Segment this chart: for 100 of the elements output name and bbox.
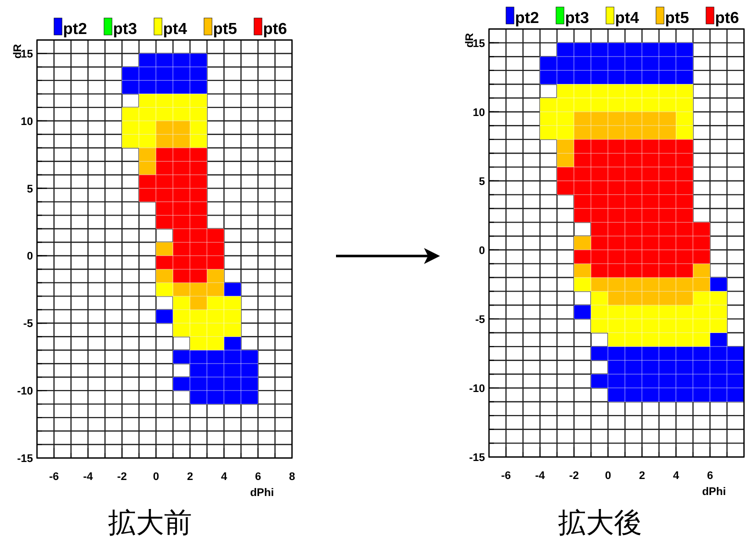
point: [138, 148, 156, 162]
point: [190, 228, 208, 243]
point: [156, 120, 174, 135]
point: [156, 255, 174, 270]
point: [138, 174, 156, 189]
point: [240, 376, 258, 391]
point: [574, 263, 592, 278]
x-tick-label: 6: [254, 471, 262, 483]
y-tick-label: 5: [478, 176, 485, 188]
point: [156, 80, 174, 94]
point: [642, 112, 660, 126]
point: [692, 318, 710, 333]
point: [224, 309, 242, 324]
point: [190, 376, 208, 391]
y-tick-label: -5: [23, 318, 33, 330]
point: [556, 112, 574, 126]
point: [156, 202, 174, 216]
point: [240, 363, 258, 378]
y-tick-label: 15: [472, 38, 485, 50]
text: 拡大後: [558, 506, 642, 539]
legend-label: pt4: [163, 21, 188, 38]
point: [190, 53, 208, 68]
point: [156, 309, 174, 324]
point: [624, 84, 642, 98]
point: [190, 322, 208, 337]
point: [172, 80, 190, 94]
point: [172, 242, 190, 256]
legend-label: pt5: [665, 10, 690, 27]
point: [224, 363, 242, 378]
point: [122, 80, 140, 94]
point: [122, 120, 140, 135]
point: [556, 98, 574, 112]
point: [172, 268, 190, 283]
point: [556, 125, 574, 140]
point: [206, 376, 224, 391]
y-tick-label: 15: [20, 48, 33, 60]
point: [190, 134, 208, 148]
x-tick-label: -4: [83, 471, 94, 483]
point: [206, 309, 224, 324]
point: [608, 98, 626, 112]
x-tick-label: -2: [117, 471, 127, 483]
point: [608, 112, 626, 126]
legend-label: pt6: [263, 21, 288, 38]
point: [172, 134, 190, 148]
point: [608, 318, 626, 333]
point: [190, 242, 208, 256]
point: [138, 94, 156, 108]
point: [642, 332, 660, 347]
point: [540, 98, 558, 112]
point: [658, 84, 676, 98]
point: [574, 98, 592, 112]
point: [172, 53, 190, 68]
point: [172, 66, 190, 81]
point: [156, 94, 174, 108]
point: [156, 268, 174, 283]
point: [574, 236, 592, 250]
point: [172, 309, 190, 324]
point: [190, 296, 208, 310]
point: [190, 363, 208, 378]
point: [574, 125, 592, 140]
point: [190, 107, 208, 122]
point: [122, 107, 140, 122]
point: [710, 318, 728, 333]
point: [224, 350, 242, 364]
point: [590, 84, 608, 98]
point: [608, 332, 626, 347]
point: [138, 66, 156, 81]
point: [642, 125, 660, 140]
y-tick-label: 0: [478, 244, 485, 257]
point: [156, 148, 174, 162]
legend-label: pt4: [615, 10, 640, 27]
point: [172, 94, 190, 108]
point: [574, 84, 592, 98]
point: [658, 318, 676, 333]
point: [190, 120, 208, 135]
point: [642, 318, 660, 333]
point: [624, 112, 642, 126]
point: [138, 120, 156, 135]
point: [658, 332, 676, 347]
legend-label: pt3: [565, 10, 590, 27]
point: [608, 84, 626, 98]
point: [138, 161, 156, 176]
point: [156, 188, 174, 202]
point: [676, 291, 694, 306]
point: [190, 94, 208, 108]
point: [172, 188, 190, 202]
point: [710, 291, 728, 306]
point: [574, 112, 592, 126]
point: [122, 134, 140, 148]
point: [590, 318, 608, 333]
point: [206, 350, 224, 364]
point: [156, 107, 174, 122]
x-tick-label: -2: [569, 470, 579, 482]
point: [190, 336, 208, 350]
point: [590, 304, 608, 320]
point: [224, 296, 242, 310]
point: [556, 84, 574, 98]
point: [172, 282, 190, 296]
point: [172, 376, 190, 391]
point: [624, 291, 642, 306]
